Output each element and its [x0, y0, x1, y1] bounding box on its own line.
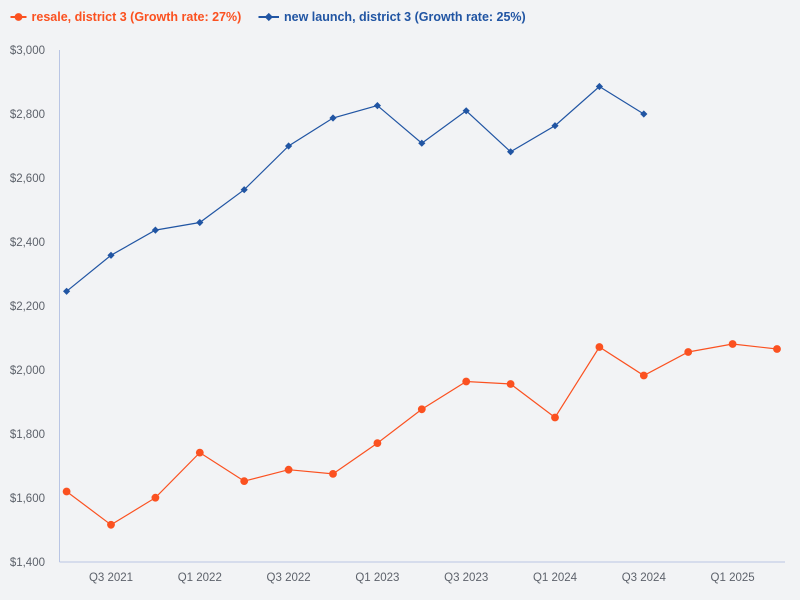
- svg-text:$2,000: $2,000: [10, 365, 45, 377]
- svg-text:$2,800: $2,800: [10, 109, 45, 121]
- svg-text:$2,200: $2,200: [10, 301, 45, 313]
- svg-text:Q3 2023: Q3 2023: [444, 572, 488, 584]
- svg-text:$2,400: $2,400: [10, 237, 45, 249]
- svg-text:$1,600: $1,600: [10, 493, 45, 505]
- svg-text:$2,600: $2,600: [10, 173, 45, 185]
- svg-text:Q1 2024: Q1 2024: [533, 572, 578, 584]
- svg-text:Q1 2022: Q1 2022: [178, 572, 222, 584]
- svg-text:Q3 2021: Q3 2021: [89, 572, 133, 584]
- svg-text:Q1 2023: Q1 2023: [355, 572, 399, 584]
- svg-text:Q3 2022: Q3 2022: [267, 572, 311, 584]
- svg-text:$1,400: $1,400: [10, 557, 45, 569]
- svg-text:resale, district 3 (Growth rat: resale, district 3 (Growth rate: 27%): [32, 10, 242, 24]
- svg-text:new launch, district 3 (Growth: new launch, district 3 (Growth rate: 25%…: [284, 10, 526, 24]
- svg-text:$3,000: $3,000: [10, 45, 45, 57]
- svg-text:Q3 2024: Q3 2024: [622, 572, 667, 584]
- svg-text:$1,800: $1,800: [10, 429, 45, 441]
- svg-text:Q1 2025: Q1 2025: [711, 572, 755, 584]
